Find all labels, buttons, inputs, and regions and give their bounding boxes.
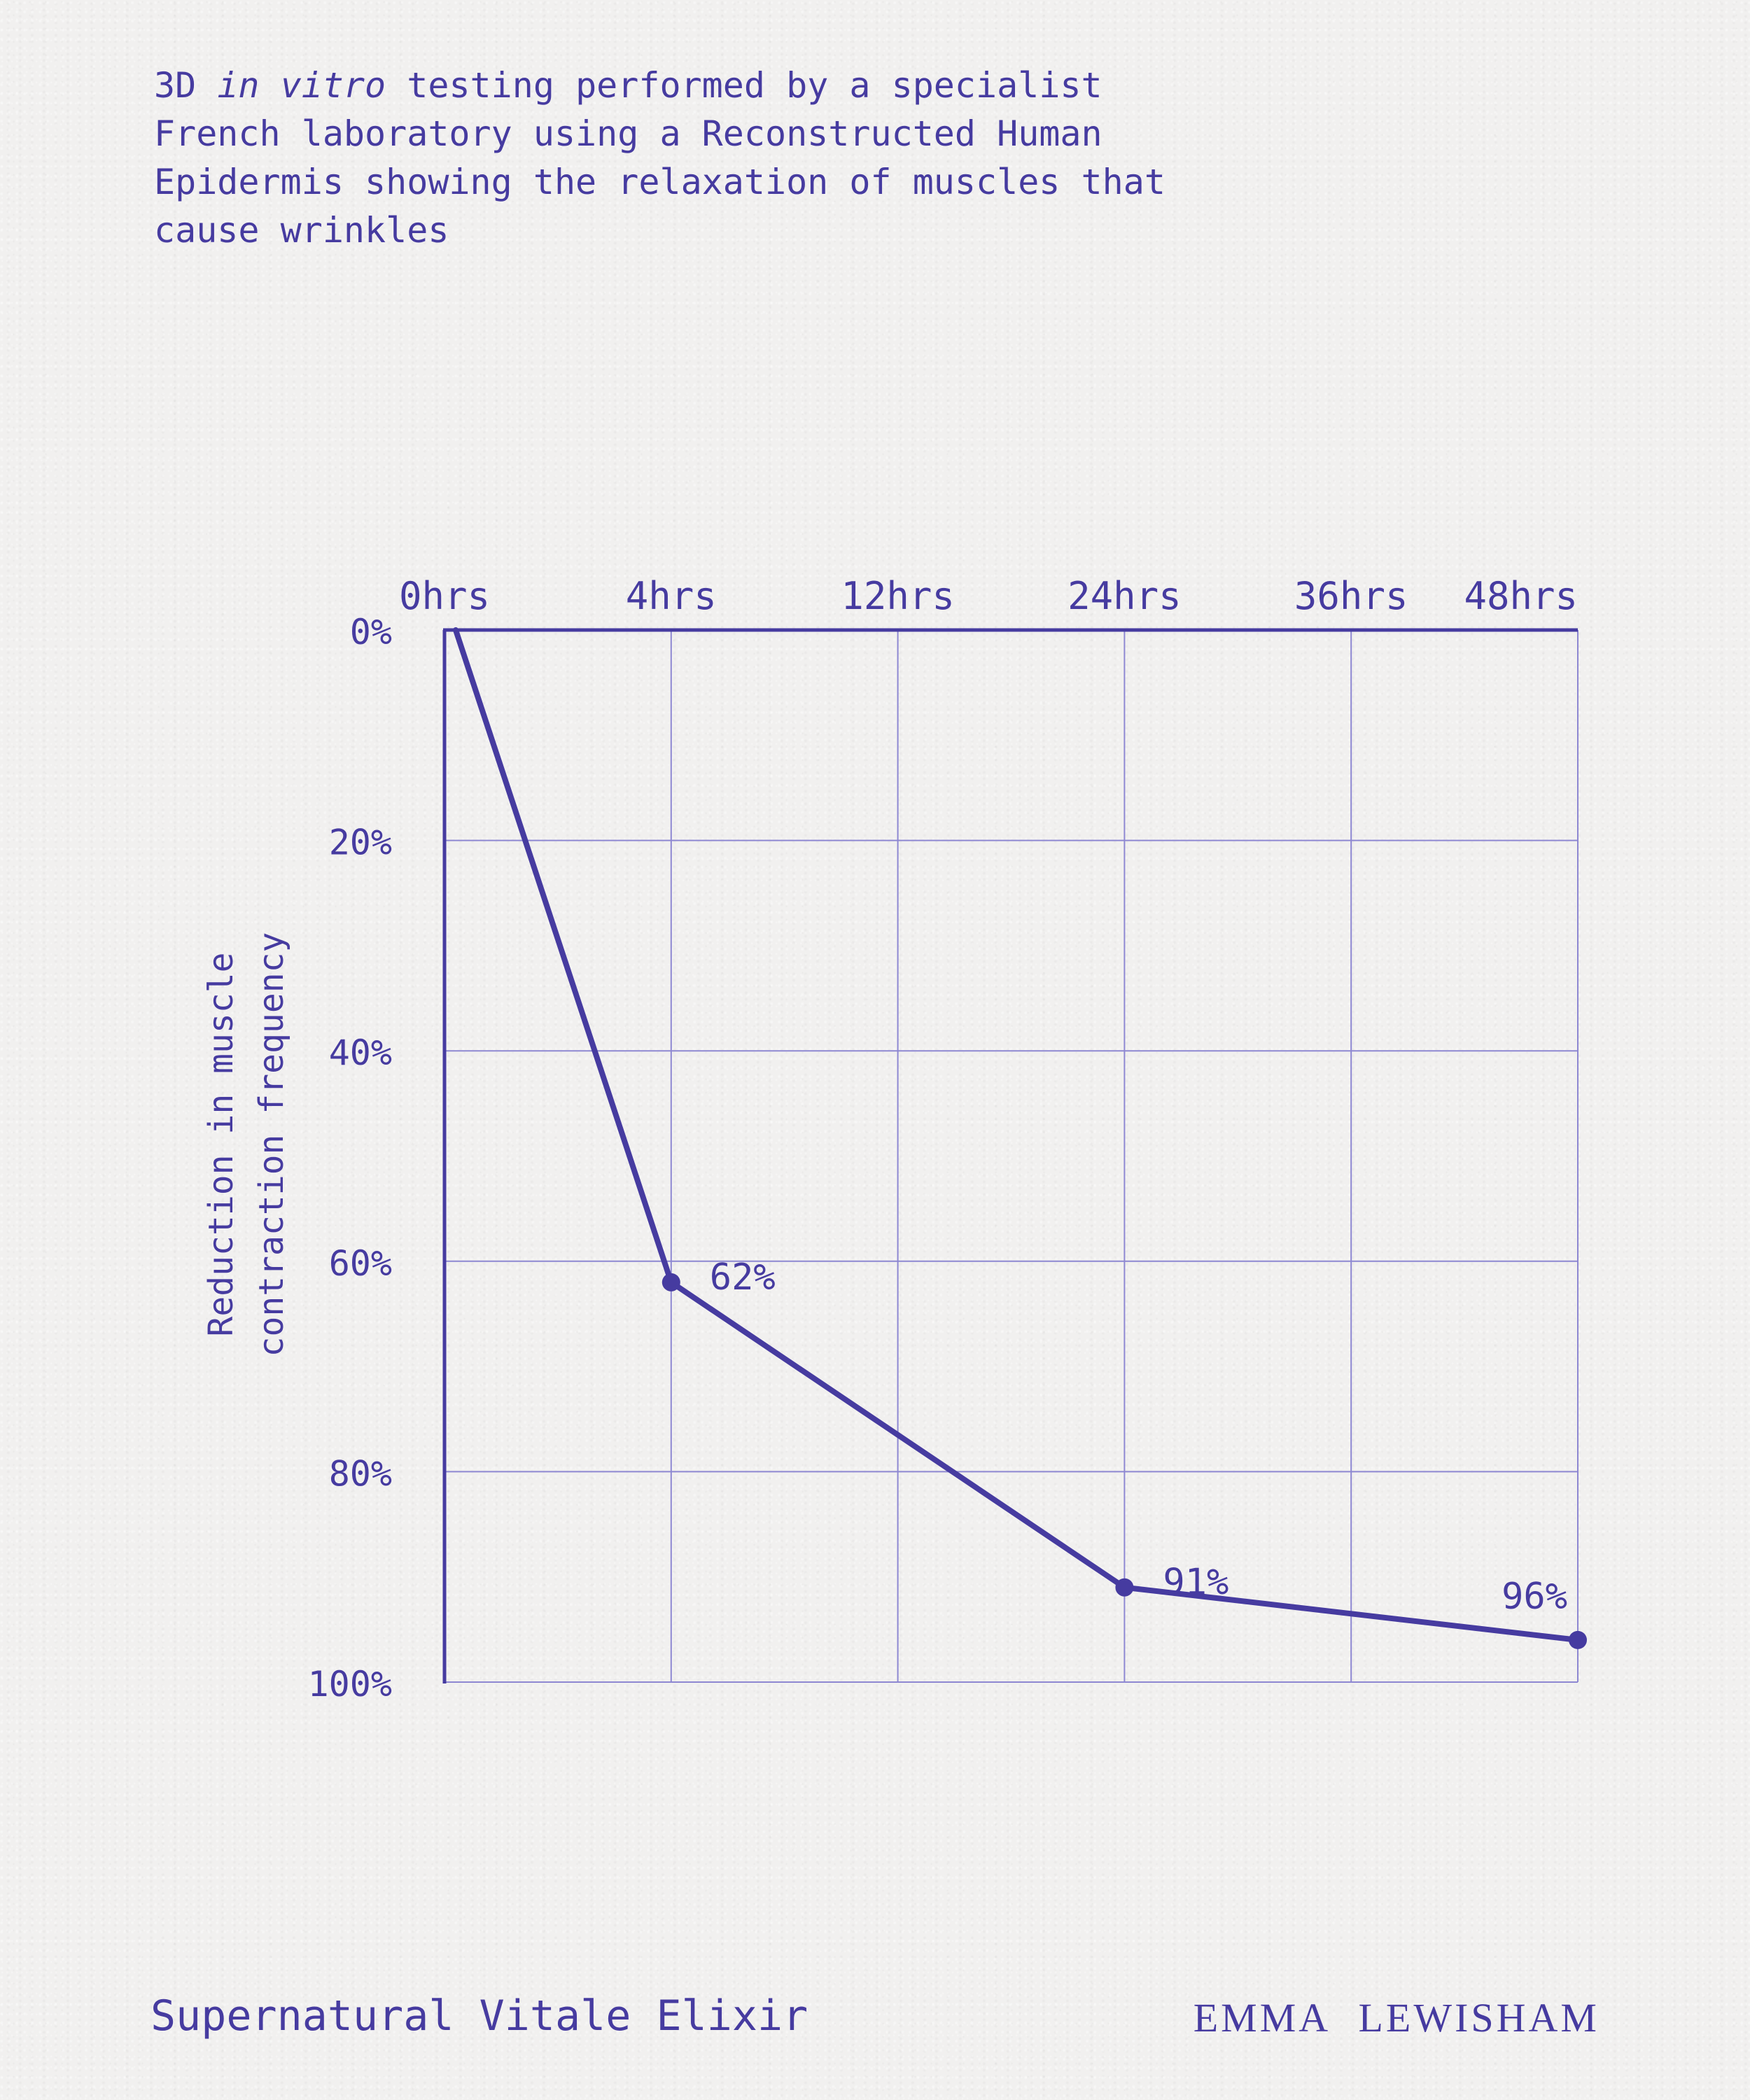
y-tick-label: 100% bbox=[308, 1664, 392, 1704]
data-label: 91% bbox=[1163, 1562, 1228, 1604]
grid bbox=[444, 630, 1578, 1683]
product-name: Supernatural Vitale Elixir bbox=[150, 1991, 808, 2040]
data-point bbox=[1115, 1578, 1134, 1597]
x-tick-label: 24hrs bbox=[1068, 574, 1182, 618]
x-tick-label: 36hrs bbox=[1294, 574, 1408, 618]
tick-labels: 0hrs 4hrs 12hrs 24hrs 36hrs 48hrs 0% 20% 40% 60% 8… bbox=[308, 574, 1578, 1704]
y-tick-label: 40% bbox=[329, 1032, 392, 1073]
y-tick-label: 20% bbox=[329, 822, 392, 863]
series bbox=[453, 627, 1587, 1649]
data-point bbox=[1569, 1630, 1587, 1649]
intro-suffix: testing performed by a specialist French… bbox=[154, 65, 1166, 251]
series-line bbox=[453, 627, 1581, 1643]
brand-name: EMMA LEWISHAM bbox=[1193, 1995, 1600, 2040]
intro-prefix: 3D bbox=[154, 65, 218, 106]
y-tick-label: 60% bbox=[329, 1243, 392, 1284]
y-tick-label: 0% bbox=[350, 612, 392, 652]
x-tick-label: 4hrs bbox=[626, 574, 717, 618]
data-label: 62% bbox=[710, 1256, 776, 1298]
data-labels: 62% 91% 96% bbox=[710, 1256, 1567, 1618]
x-tick-label: 12hrs bbox=[841, 574, 955, 618]
axes bbox=[442, 628, 1578, 1684]
intro-emphasis: in vitro bbox=[217, 65, 386, 106]
intro-text: 3D in vitro testing performed by a speci… bbox=[154, 62, 1204, 255]
data-point bbox=[662, 1273, 680, 1292]
y-tick-label: 80% bbox=[329, 1453, 392, 1494]
x-tick-label: 0hrs bbox=[399, 574, 490, 618]
data-label: 96% bbox=[1502, 1576, 1567, 1618]
x-tick-label: 48hrs bbox=[1464, 574, 1578, 618]
